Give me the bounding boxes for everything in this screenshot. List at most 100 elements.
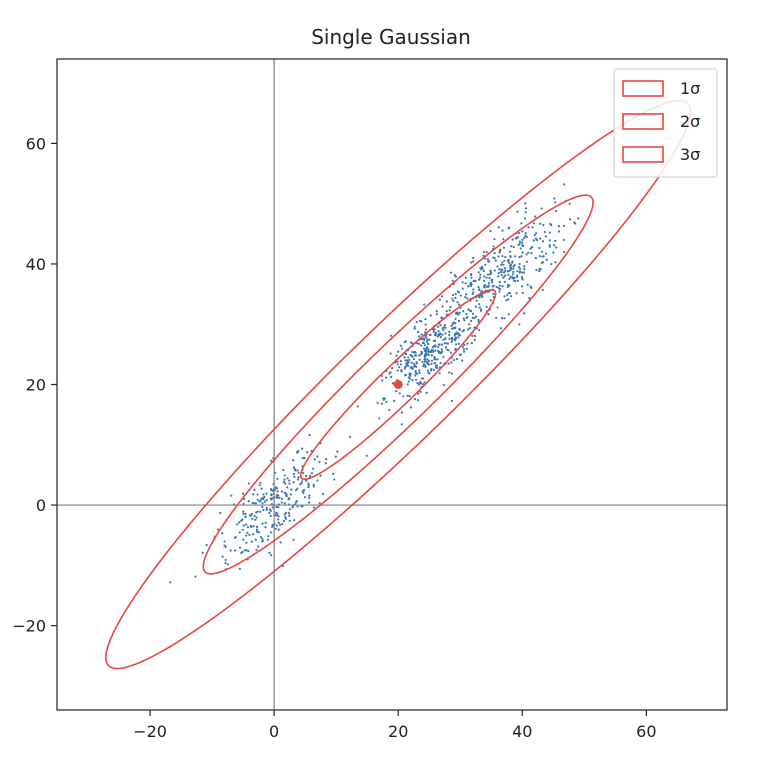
data-point bbox=[397, 350, 400, 353]
data-point bbox=[466, 297, 469, 300]
data-point bbox=[445, 300, 448, 303]
data-point bbox=[201, 551, 204, 554]
data-point bbox=[435, 364, 438, 367]
data-point bbox=[484, 257, 487, 260]
data-point bbox=[399, 363, 402, 366]
data-point bbox=[388, 408, 391, 412]
data-point bbox=[241, 492, 245, 495]
data-point bbox=[429, 350, 433, 354]
data-point bbox=[263, 495, 266, 499]
data-point bbox=[541, 250, 544, 253]
data-point bbox=[532, 239, 535, 242]
data-point bbox=[516, 210, 519, 213]
data-point bbox=[288, 508, 291, 511]
data-point bbox=[269, 459, 273, 462]
data-point bbox=[229, 549, 232, 552]
data-point bbox=[421, 383, 425, 386]
axes: −20 0 20 40 60 −20 0 20 40 60 bbox=[12, 58, 728, 741]
data-point bbox=[457, 319, 461, 323]
data-point bbox=[423, 344, 426, 347]
data-point bbox=[296, 478, 300, 481]
data-point bbox=[431, 346, 434, 349]
data-point bbox=[491, 281, 494, 284]
data-point bbox=[488, 276, 491, 280]
data-point bbox=[481, 267, 484, 270]
data-point bbox=[285, 493, 288, 496]
sigma-ellipse-1 bbox=[299, 289, 497, 480]
data-point bbox=[205, 543, 208, 547]
data-point bbox=[451, 279, 454, 282]
data-point bbox=[278, 523, 282, 526]
data-point bbox=[288, 519, 291, 522]
legend-label-3: 3σ bbox=[680, 145, 700, 164]
data-point bbox=[500, 263, 503, 266]
data-point bbox=[577, 217, 580, 220]
data-point bbox=[434, 349, 437, 352]
data-point bbox=[385, 400, 388, 403]
data-point bbox=[541, 240, 545, 243]
data-point bbox=[417, 383, 421, 386]
data-point bbox=[405, 363, 409, 366]
data-point bbox=[517, 231, 521, 235]
data-point bbox=[442, 383, 445, 387]
data-point bbox=[492, 256, 495, 259]
data-point bbox=[525, 260, 529, 263]
data-point bbox=[242, 538, 245, 541]
data-point bbox=[271, 525, 274, 529]
data-point bbox=[410, 365, 413, 369]
data-point bbox=[480, 294, 483, 297]
data-point bbox=[307, 486, 310, 489]
data-point bbox=[242, 524, 245, 527]
data-point bbox=[520, 255, 523, 258]
data-point bbox=[509, 250, 512, 253]
data-point bbox=[426, 358, 429, 361]
data-point bbox=[445, 309, 448, 313]
data-point bbox=[259, 481, 262, 484]
data-point bbox=[427, 348, 430, 351]
x-tick-label: 40 bbox=[512, 722, 532, 741]
data-point bbox=[432, 368, 436, 371]
data-point bbox=[296, 487, 299, 490]
data-point bbox=[303, 496, 307, 499]
data-point bbox=[444, 326, 447, 329]
data-point bbox=[442, 355, 445, 359]
data-point bbox=[526, 283, 529, 286]
data-point bbox=[525, 253, 528, 256]
data-point bbox=[501, 285, 504, 288]
data-point bbox=[430, 349, 433, 352]
data-point bbox=[471, 316, 474, 319]
data-point bbox=[502, 263, 505, 266]
legend-label-2: 2σ bbox=[680, 112, 700, 131]
data-point bbox=[290, 488, 293, 491]
legend-label-1: 1σ bbox=[680, 79, 700, 98]
data-point bbox=[471, 334, 474, 337]
data-point bbox=[471, 292, 474, 296]
data-point bbox=[256, 493, 259, 496]
data-point bbox=[503, 295, 506, 298]
data-point bbox=[238, 567, 241, 571]
data-point bbox=[437, 330, 440, 333]
data-point bbox=[506, 293, 509, 297]
data-point bbox=[501, 268, 504, 272]
data-point bbox=[487, 281, 491, 284]
data-point bbox=[498, 284, 501, 287]
data-point bbox=[452, 359, 455, 362]
data-point bbox=[457, 332, 460, 335]
data-point bbox=[529, 247, 532, 250]
data-point bbox=[457, 313, 460, 316]
data-point bbox=[474, 279, 477, 283]
sigma-ellipse-2 bbox=[202, 194, 594, 575]
data-point bbox=[448, 371, 451, 374]
data-point bbox=[284, 482, 287, 485]
data-point bbox=[259, 510, 262, 513]
data-point bbox=[512, 245, 515, 249]
data-point bbox=[411, 367, 414, 371]
data-point bbox=[483, 279, 486, 282]
data-point bbox=[223, 544, 226, 547]
data-point bbox=[477, 286, 480, 289]
data-point bbox=[242, 512, 245, 516]
data-point bbox=[466, 315, 469, 319]
data-point bbox=[433, 356, 436, 359]
data-point bbox=[451, 338, 454, 341]
data-point bbox=[376, 401, 379, 405]
